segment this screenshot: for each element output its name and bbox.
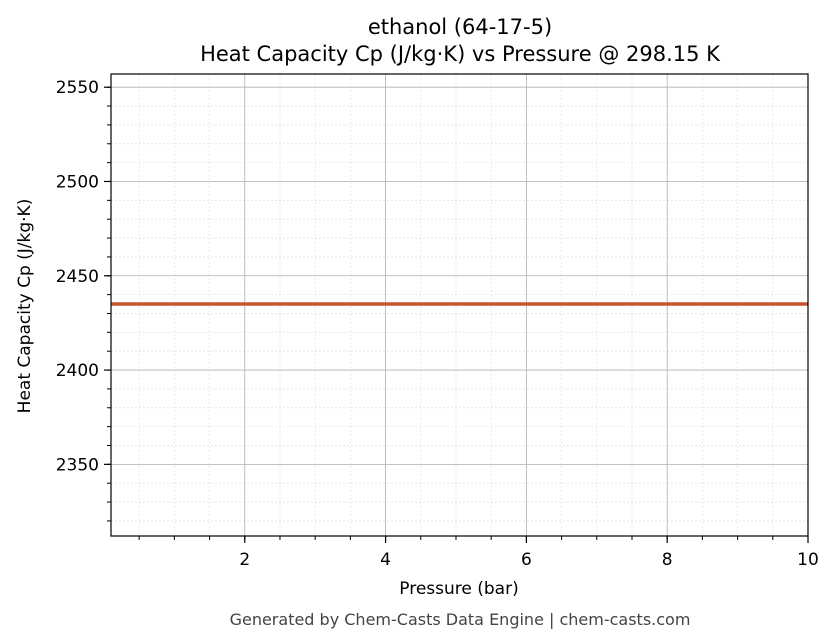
- footer-credit: Generated by Chem-Casts Data Engine | ch…: [230, 610, 691, 629]
- x-tick-label: 6: [521, 550, 532, 570]
- x-tick-label: 4: [380, 550, 391, 570]
- x-tick-label: 2: [239, 550, 250, 570]
- y-tick-label: 2400: [56, 361, 99, 381]
- x-tick-label: 8: [662, 550, 673, 570]
- x-tick-labels: 2 4 6 8 10: [239, 550, 818, 570]
- axis-ticks: [104, 86, 809, 543]
- y-tick-labels: 2350 2400 2450 2500 2550: [56, 78, 99, 475]
- y-tick-label: 2450: [56, 267, 99, 287]
- y-tick-label: 2500: [56, 172, 99, 192]
- y-tick-label: 2550: [56, 78, 99, 98]
- chart-title: ethanol (64-17-5): [368, 15, 552, 39]
- plot-frame: [110, 73, 809, 537]
- y-tick-label: 2350: [56, 455, 99, 475]
- x-tick-label: 10: [797, 550, 819, 570]
- plot-area: 2 4 6 8 10 2350 2400 2450 2500 2550: [56, 73, 819, 570]
- chart-subtitle: Heat Capacity Cp (J/kg·K) vs Pressure @ …: [200, 42, 721, 66]
- x-axis-label: Pressure (bar): [399, 579, 518, 599]
- y-axis-label: Heat Capacity Cp (J/kg·K): [15, 199, 35, 414]
